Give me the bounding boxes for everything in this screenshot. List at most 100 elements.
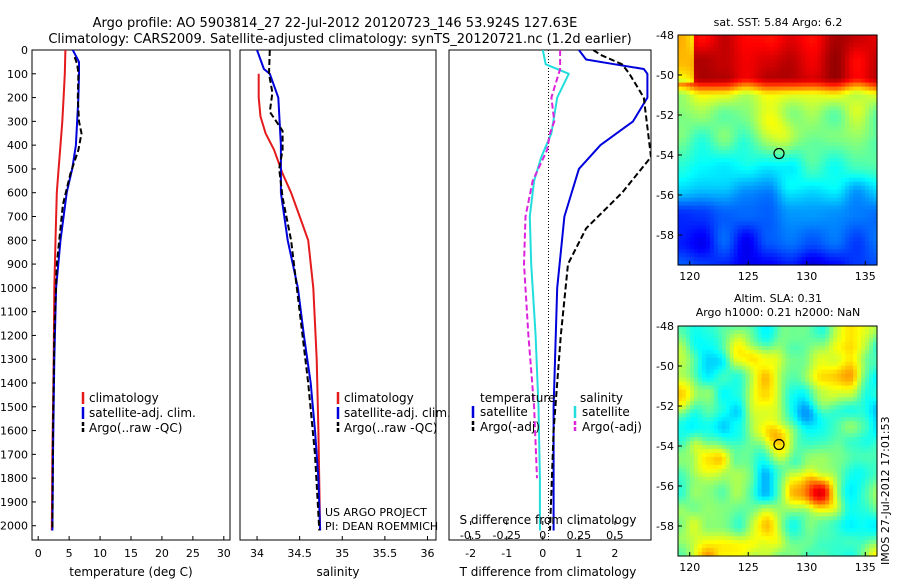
heatmap-cell bbox=[737, 157, 743, 163]
heatmap-cell bbox=[873, 42, 878, 48]
heatmap-cell bbox=[793, 532, 798, 537]
heatmap-cell bbox=[681, 548, 687, 553]
heatmap-cell bbox=[725, 70, 731, 76]
heatmap-cell bbox=[777, 257, 783, 262]
heatmap-cell bbox=[773, 365, 779, 371]
heatmap-cell bbox=[761, 333, 767, 339]
heatmap-cell bbox=[681, 181, 687, 187]
heatmap-cell bbox=[749, 249, 755, 254]
heatmap-cell bbox=[757, 245, 763, 250]
heatmap-cell bbox=[737, 241, 743, 246]
heatmap-cell bbox=[697, 472, 703, 478]
heatmap-cell bbox=[845, 114, 850, 119]
heatmap-cell bbox=[741, 373, 747, 379]
heatmap-cell bbox=[693, 441, 699, 446]
heatmap-cell bbox=[725, 205, 731, 211]
heatmap-cell bbox=[757, 389, 763, 395]
heatmap-cell bbox=[801, 452, 806, 458]
heatmap-cell bbox=[765, 476, 771, 482]
heatmap-cell bbox=[741, 157, 747, 163]
heatmap-cell bbox=[678, 138, 683, 143]
heatmap-cell bbox=[753, 421, 759, 426]
heatmap-cell bbox=[805, 50, 810, 56]
heatmap-cell bbox=[721, 468, 727, 474]
heatmap-cell bbox=[685, 114, 691, 119]
heatmap-cell bbox=[809, 193, 814, 199]
heatmap-cell bbox=[709, 161, 715, 167]
heatmap-cell bbox=[737, 472, 743, 478]
heatmap-cell bbox=[801, 217, 806, 222]
heatmap-cell bbox=[769, 448, 775, 454]
heatmap-cell bbox=[801, 369, 806, 375]
heatmap-cell bbox=[801, 114, 806, 119]
heatmap-cell bbox=[713, 134, 719, 139]
heatmap-cell bbox=[757, 337, 763, 343]
heatmap-cell bbox=[797, 205, 802, 211]
heatmap-cell bbox=[837, 58, 842, 64]
heatmap-cell bbox=[729, 508, 735, 513]
heatmap-cell bbox=[737, 110, 743, 115]
heatmap-cell bbox=[769, 381, 775, 387]
heatmap-cell bbox=[841, 173, 846, 179]
heatmap-cell bbox=[765, 197, 771, 203]
heatmap-cell bbox=[829, 114, 834, 119]
heatmap-cell bbox=[773, 134, 779, 139]
heatmap-cell bbox=[769, 177, 775, 183]
heatmap-cell bbox=[753, 130, 759, 135]
heatmap-cell bbox=[757, 90, 763, 96]
heatmap-cell bbox=[713, 472, 719, 478]
heatmap-cell bbox=[678, 520, 683, 525]
heatmap-cell bbox=[678, 114, 683, 119]
heatmap-cell bbox=[753, 249, 759, 254]
heatmap-cell bbox=[821, 74, 826, 80]
heatmap-cell bbox=[785, 161, 791, 167]
heatmap-cell bbox=[693, 134, 699, 139]
x-tick-label: 2 bbox=[611, 547, 618, 560]
heatmap-cell bbox=[797, 241, 802, 246]
heatmap-cell bbox=[781, 452, 787, 458]
heatmap-cell bbox=[741, 500, 747, 506]
heatmap-cell bbox=[701, 185, 707, 191]
heatmap-cell bbox=[701, 126, 707, 131]
heatmap-cell bbox=[733, 126, 739, 131]
heatmap-cell bbox=[833, 138, 838, 143]
heatmap-cell bbox=[681, 512, 687, 517]
heatmap-cell bbox=[797, 245, 802, 250]
heatmap-cell bbox=[681, 540, 687, 545]
heatmap-cell bbox=[785, 520, 791, 525]
heatmap-cell bbox=[833, 74, 838, 80]
heatmap-cell bbox=[701, 165, 707, 171]
heatmap-cell bbox=[797, 114, 802, 119]
heatmap-cell bbox=[757, 552, 763, 557]
heatmap-cell bbox=[689, 500, 695, 506]
heatmap-cell bbox=[689, 118, 695, 123]
heatmap-cell bbox=[765, 169, 771, 175]
heatmap-cell bbox=[701, 209, 707, 215]
heatmap-cell bbox=[869, 86, 874, 92]
heatmap-cell bbox=[681, 35, 687, 40]
heatmap-cell bbox=[697, 70, 703, 76]
heatmap-cell bbox=[725, 82, 731, 88]
heatmap-cell bbox=[693, 329, 699, 335]
heatmap-cell bbox=[737, 229, 743, 234]
heatmap-cell bbox=[869, 153, 874, 159]
heatmap-cell bbox=[717, 42, 723, 48]
heatmap-cell bbox=[765, 142, 771, 147]
heatmap-cell bbox=[745, 130, 751, 135]
heatmap-cell bbox=[729, 42, 735, 48]
heatmap-cell bbox=[797, 66, 802, 72]
heatmap-cell bbox=[873, 58, 878, 64]
heatmap-cell bbox=[801, 70, 806, 76]
heatmap-cell bbox=[725, 484, 731, 490]
heatmap-cell bbox=[685, 118, 691, 123]
heatmap-cell bbox=[865, 58, 870, 64]
heatmap-cell bbox=[685, 249, 691, 254]
heatmap-cell bbox=[817, 217, 822, 222]
heatmap-cell bbox=[797, 401, 802, 406]
heatmap-cell bbox=[701, 357, 707, 363]
heatmap-cell bbox=[825, 221, 830, 226]
heatmap-cell bbox=[797, 333, 802, 339]
heatmap-cell bbox=[717, 169, 723, 175]
heatmap-cell bbox=[825, 193, 830, 199]
heatmap-cell bbox=[745, 456, 751, 462]
